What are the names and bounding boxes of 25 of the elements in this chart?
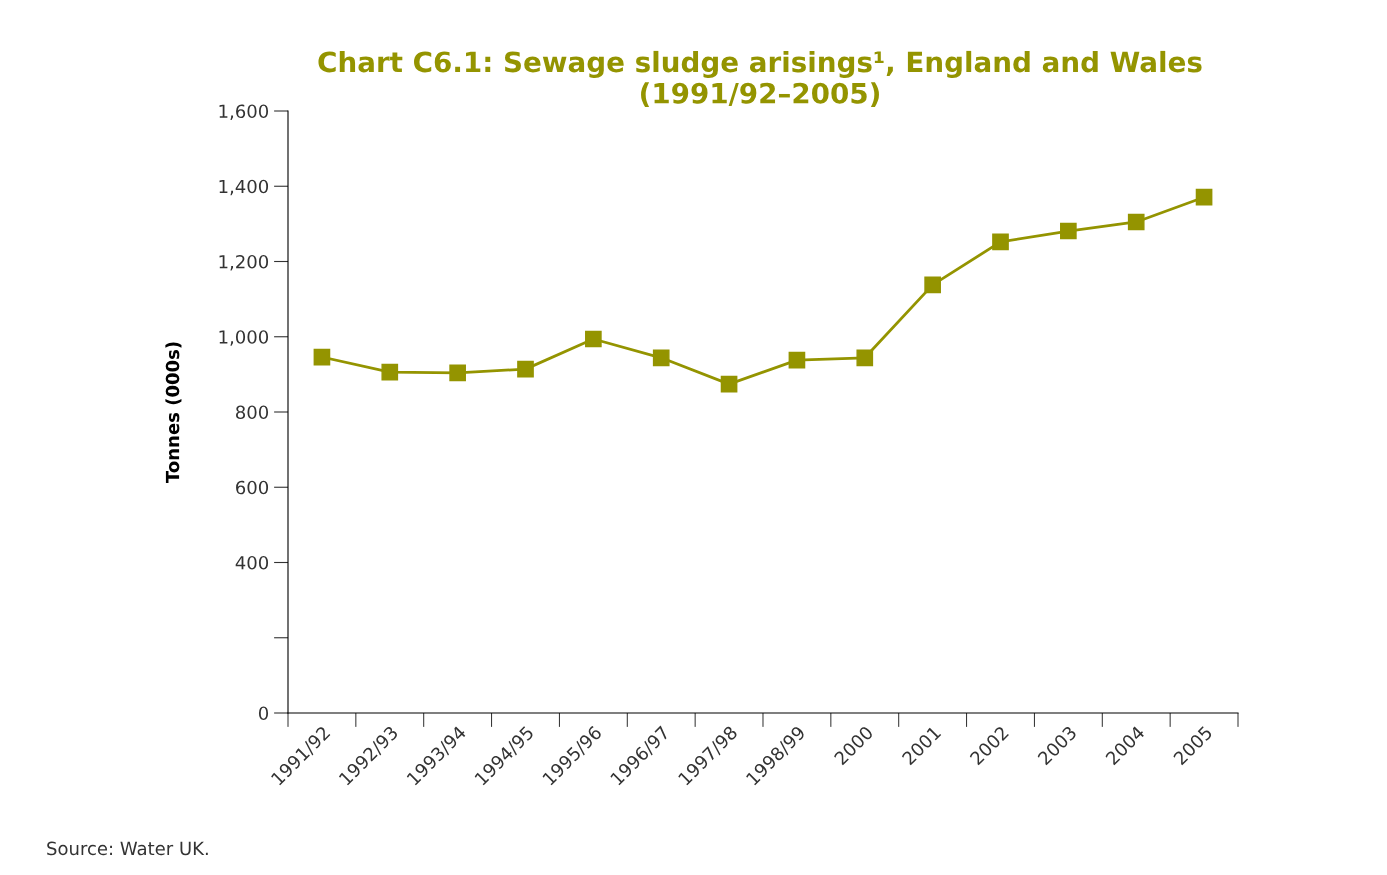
point <box>585 330 602 348</box>
source-note: Source: Water UK. <box>47 841 208 856</box>
y-tick-label: 1,600 <box>219 104 269 120</box>
point <box>381 363 399 381</box>
point <box>313 348 331 366</box>
point <box>1127 213 1145 231</box>
y-tick-label: 800 <box>236 405 269 420</box>
point <box>1195 188 1213 206</box>
y-tick-label: 400 <box>235 555 269 570</box>
y-tick-label: 1,400 <box>219 179 269 196</box>
point <box>788 351 806 369</box>
point <box>992 233 1009 251</box>
point <box>924 276 941 294</box>
y-tick-label: 1,200 <box>219 254 269 271</box>
point <box>517 360 534 378</box>
y-tick-label: 1,000 <box>219 330 269 346</box>
chart-title: Chart C6.1: Sewage sludge arisings¹, England and Wales (1991/92–2005) <box>318 50 1202 107</box>
y-tick-label: 0 <box>258 706 269 721</box>
point <box>449 364 466 382</box>
point <box>720 375 738 393</box>
y-tick-label: 600 <box>236 480 269 495</box>
point <box>1060 222 1077 240</box>
point <box>652 349 670 367</box>
point <box>856 349 874 367</box>
y-axis-title: Tonnes (000s) <box>165 342 182 484</box>
